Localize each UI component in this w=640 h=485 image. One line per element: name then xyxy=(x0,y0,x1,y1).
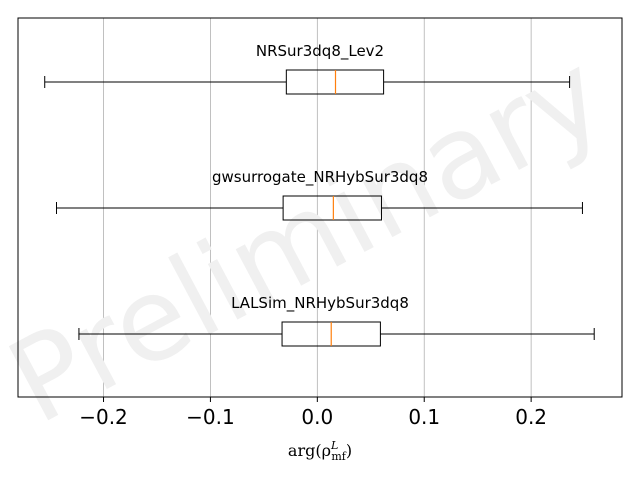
x-tick-label: 0.2 xyxy=(515,405,547,429)
box-series: LALSim_NRHybSur3dq8 xyxy=(78,294,595,347)
series-label: LALSim_NRHybSur3dq8 xyxy=(231,294,409,313)
x-tick-label: 0.1 xyxy=(408,405,440,429)
tick-layer: −0.2 −0.1 0.0 0.1 0.2 xyxy=(79,397,547,429)
x-axis-label: arg(ρL mf) xyxy=(288,439,352,463)
box-layer: NRSur3dq8_Lev2 gwsurrogate_NRHybSur3dq8 LA… xyxy=(44,42,595,347)
x-tick-label: −0.1 xyxy=(186,405,235,429)
series-label: gwsurrogate_NRHybSur3dq8 xyxy=(212,168,428,187)
plot-frame xyxy=(17,17,623,398)
box-series: NRSur3dq8_Lev2 xyxy=(44,42,571,95)
box-iqr xyxy=(282,195,382,221)
x-tick-label: −0.2 xyxy=(79,405,128,429)
x-tick-label: 0.0 xyxy=(301,405,333,429)
box-series: gwsurrogate_NRHybSur3dq8 xyxy=(55,168,583,221)
series-label: NRSur3dq8_Lev2 xyxy=(256,42,384,61)
